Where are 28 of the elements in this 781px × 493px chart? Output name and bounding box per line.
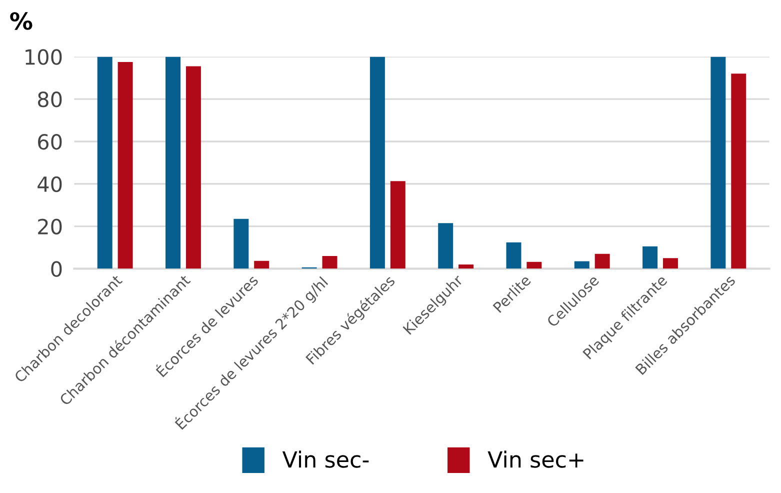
bar	[370, 56, 385, 269]
bar	[322, 256, 338, 269]
y-axis-title: %	[10, 12, 32, 30]
y-tick-label: 20	[38, 218, 62, 234]
bar	[97, 56, 112, 269]
bar	[731, 74, 746, 269]
bar	[458, 264, 474, 269]
bar	[166, 56, 181, 269]
bar	[118, 62, 133, 269]
bar	[390, 181, 406, 269]
bar	[438, 223, 454, 269]
bar	[594, 254, 610, 269]
y-tick-label: 40	[38, 176, 62, 192]
legend-label: Vin sec+	[488, 450, 584, 468]
y-tick-label: 60	[38, 134, 62, 150]
bar	[526, 262, 542, 269]
bar	[710, 56, 726, 269]
y-tick-label: 0	[51, 261, 62, 277]
bar	[574, 261, 590, 269]
bar	[234, 218, 249, 269]
bar	[254, 260, 270, 269]
bar	[506, 242, 522, 269]
bar	[642, 246, 658, 269]
y-tick-label: 80	[38, 92, 62, 108]
legend-label: Vin sec-	[282, 450, 369, 468]
bar	[186, 66, 201, 269]
y-tick-label: 100	[26, 49, 62, 65]
bar	[662, 258, 678, 269]
